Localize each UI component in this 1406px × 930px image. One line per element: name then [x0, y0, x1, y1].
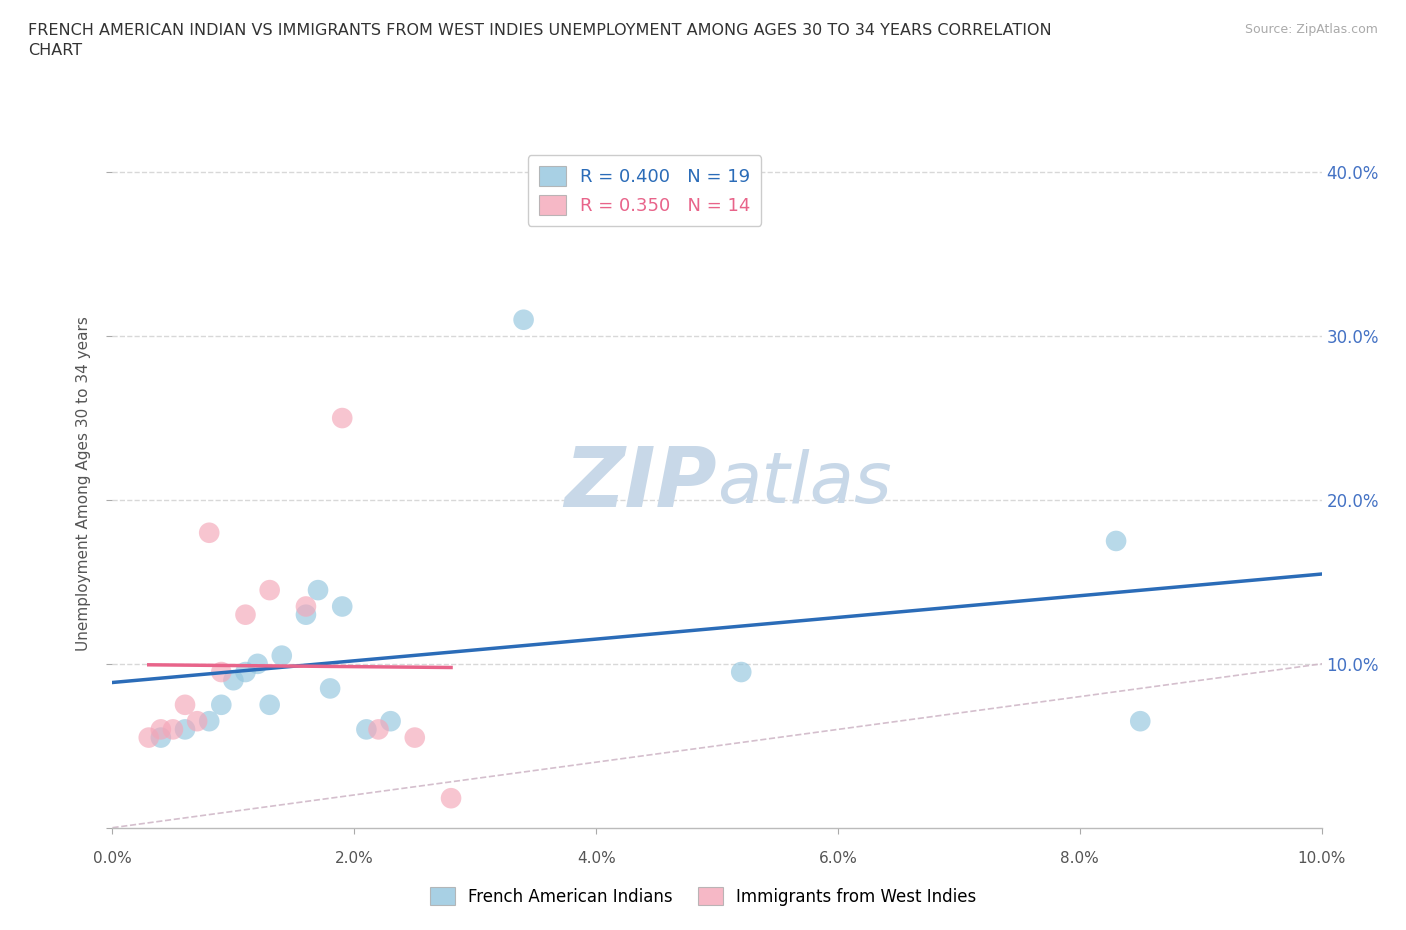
Point: [307, 583, 329, 598]
Text: 6.0%: 6.0%: [818, 851, 858, 866]
Point: [174, 722, 197, 737]
Point: [198, 525, 221, 540]
Point: [149, 722, 172, 737]
Text: 2.0%: 2.0%: [335, 851, 374, 866]
Point: [259, 583, 281, 598]
Text: atlas: atlas: [717, 449, 891, 518]
Y-axis label: Unemployment Among Ages 30 to 34 years: Unemployment Among Ages 30 to 34 years: [76, 316, 91, 651]
Point: [1105, 534, 1128, 549]
Point: [259, 698, 281, 712]
Point: [174, 698, 197, 712]
Point: [356, 722, 378, 737]
Point: [380, 713, 402, 728]
Point: [162, 722, 184, 737]
Text: 10.0%: 10.0%: [1298, 851, 1346, 866]
Point: [295, 607, 318, 622]
Point: [440, 790, 463, 805]
Text: FRENCH AMERICAN INDIAN VS IMMIGRANTS FROM WEST INDIES UNEMPLOYMENT AMONG AGES 30: FRENCH AMERICAN INDIAN VS IMMIGRANTS FRO…: [28, 23, 1052, 58]
Point: [149, 730, 172, 745]
Point: [198, 713, 221, 728]
Point: [235, 665, 257, 680]
Legend: R = 0.400   N = 19, R = 0.350   N = 14: R = 0.400 N = 19, R = 0.350 N = 14: [527, 155, 761, 226]
Point: [138, 730, 160, 745]
Point: [512, 312, 534, 327]
Point: [222, 672, 245, 687]
Legend: French American Indians, Immigrants from West Indies: French American Indians, Immigrants from…: [423, 881, 983, 912]
Point: [209, 698, 232, 712]
Text: 4.0%: 4.0%: [576, 851, 616, 866]
Point: [295, 599, 318, 614]
Text: ZIP: ZIP: [564, 443, 717, 525]
Text: 8.0%: 8.0%: [1060, 851, 1099, 866]
Point: [367, 722, 389, 737]
Text: Source: ZipAtlas.com: Source: ZipAtlas.com: [1244, 23, 1378, 36]
Point: [730, 665, 752, 680]
Point: [330, 411, 353, 426]
Point: [235, 607, 257, 622]
Point: [186, 713, 208, 728]
Point: [404, 730, 426, 745]
Text: 0.0%: 0.0%: [93, 851, 132, 866]
Point: [246, 657, 269, 671]
Point: [270, 648, 292, 663]
Point: [209, 665, 232, 680]
Point: [330, 599, 353, 614]
Point: [1129, 713, 1152, 728]
Point: [319, 681, 342, 696]
